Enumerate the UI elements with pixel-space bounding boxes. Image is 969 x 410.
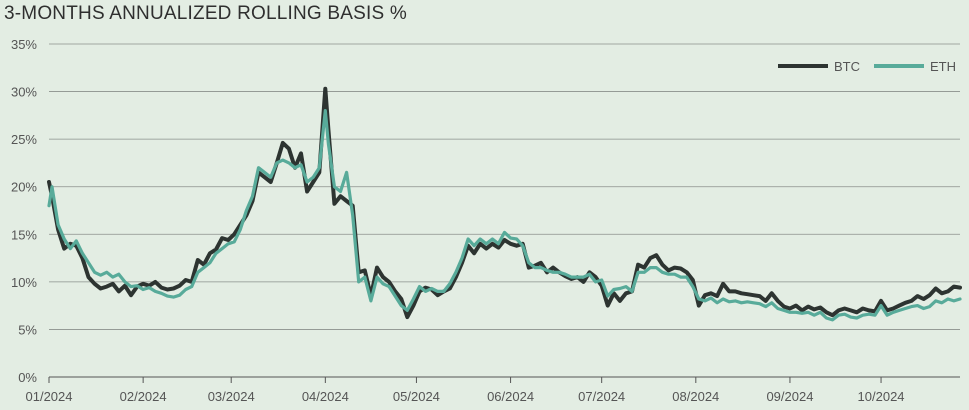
y-tick-label: 0% (18, 370, 37, 385)
x-tick-label: 09/2024 (766, 389, 813, 404)
y-tick-label: 30% (11, 85, 37, 100)
x-tick-label: 10/2024 (858, 389, 905, 404)
y-tick-label: 10% (11, 275, 37, 290)
chart-title: 3-MONTHS ANNUALIZED ROLLING BASIS % (4, 3, 407, 24)
series-line-eth (47, 109, 962, 322)
y-tick-label: 5% (18, 322, 37, 337)
series-lines (47, 86, 962, 322)
x-tick-label: 07/2024 (578, 389, 625, 404)
legend-label-eth: ETH (930, 59, 956, 74)
x-tick-label: 04/2024 (302, 389, 349, 404)
legend-label-btc: BTC (834, 59, 860, 74)
legend: BTC ETH (778, 59, 956, 74)
y-tick-label: 20% (11, 180, 37, 195)
y-axis-ticks: 0% 5% 10% 15% 20% 25% 30% 35% (11, 37, 37, 385)
grid-lines (49, 43, 960, 378)
x-tick-label: 03/2024 (208, 389, 255, 404)
y-tick-label: 25% (11, 132, 37, 147)
y-tick-label: 15% (11, 227, 37, 242)
x-tick-label: 05/2024 (393, 389, 440, 404)
x-tick-label: 08/2024 (672, 389, 719, 404)
y-tick-label: 35% (11, 37, 37, 52)
x-tick-label: 02/2024 (120, 389, 167, 404)
x-tick-label: 01/2024 (26, 389, 73, 404)
x-tick-label: 06/2024 (487, 389, 534, 404)
x-axis-ticks: 01/2024 02/2024 03/2024 04/2024 05/2024 06/20… (26, 377, 905, 404)
series-line-btc (47, 86, 962, 320)
